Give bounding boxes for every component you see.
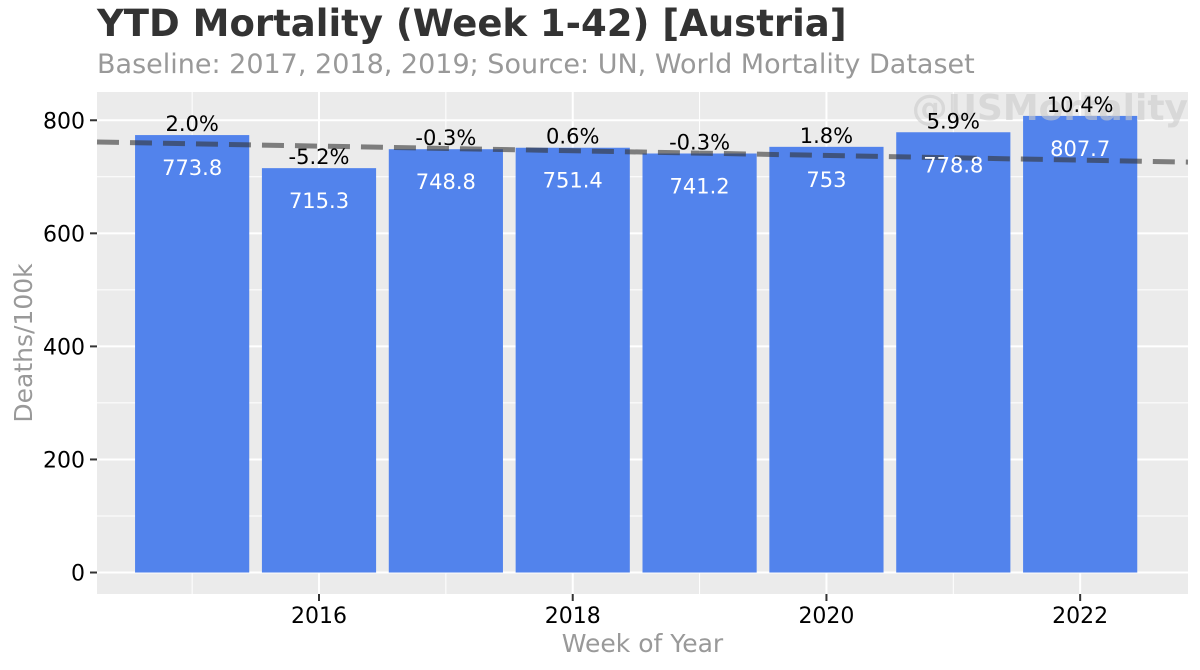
value-label-2017: 748.8 [416, 170, 476, 194]
value-label-2019: 741.2 [670, 175, 730, 199]
value-label-2016: 715.3 [289, 189, 349, 213]
x-tick-label: 2022 [1052, 604, 1108, 629]
data-labels: 2.0% 773.8 -5.2% 715.3 -0.3% 748.8 0.6% 751.4 -0… [162, 93, 1113, 213]
bar-2015 [135, 135, 250, 573]
pct-label-2017: -0.3% [415, 126, 476, 150]
bar-2021 [896, 132, 1011, 573]
value-label-2020: 753 [806, 168, 846, 192]
x-tick-label: 2016 [291, 604, 347, 629]
pct-label-2015: 2.0% [165, 112, 218, 136]
y-axis-title: Deaths/100k [9, 263, 38, 423]
chart-subtitle: Baseline: 2017, 2018, 2019; Source: UN, … [97, 49, 975, 80]
bars [135, 115, 1138, 573]
bar-2020 [769, 146, 884, 573]
value-label-2022: 807.7 [1050, 137, 1110, 161]
bar-2022 [1023, 115, 1138, 573]
pct-label-2016: -5.2% [289, 145, 350, 169]
y-tick-label: 0 [71, 562, 85, 587]
pct-label-2019: -0.3% [669, 131, 730, 155]
x-tick-label: 2020 [798, 604, 854, 629]
value-label-2018: 751.4 [543, 169, 603, 193]
bar-2017 [388, 149, 503, 573]
baseline-trend-line [96, 139, 1189, 165]
bar-2018 [515, 147, 630, 573]
watermark: @USMortality [912, 88, 1188, 129]
pct-label-2022: 10.4% [1047, 93, 1114, 117]
bar-2019 [642, 153, 757, 573]
value-label-2015: 773.8 [162, 156, 222, 180]
x-axis: 2016 2018 2020 2022 [291, 594, 1108, 629]
y-tick-label: 400 [43, 335, 85, 360]
x-axis-title: Week of Year [562, 629, 724, 658]
bar-2016 [261, 168, 377, 573]
x-tick-label: 2018 [545, 604, 601, 629]
chart-title: YTD Mortality (Week 1-42) [Austria] [97, 2, 847, 45]
pct-label-2021: 5.9% [927, 109, 980, 133]
y-tick-label: 600 [43, 222, 85, 247]
y-tick-label: 800 [43, 109, 85, 134]
value-label-2021: 778.8 [923, 153, 983, 177]
y-axis: 0 200 400 600 800 [43, 109, 97, 587]
pct-label-2020: 1.8% [800, 124, 853, 148]
pct-label-2018: 0.6% [546, 125, 599, 149]
y-tick-label: 200 [43, 448, 85, 473]
